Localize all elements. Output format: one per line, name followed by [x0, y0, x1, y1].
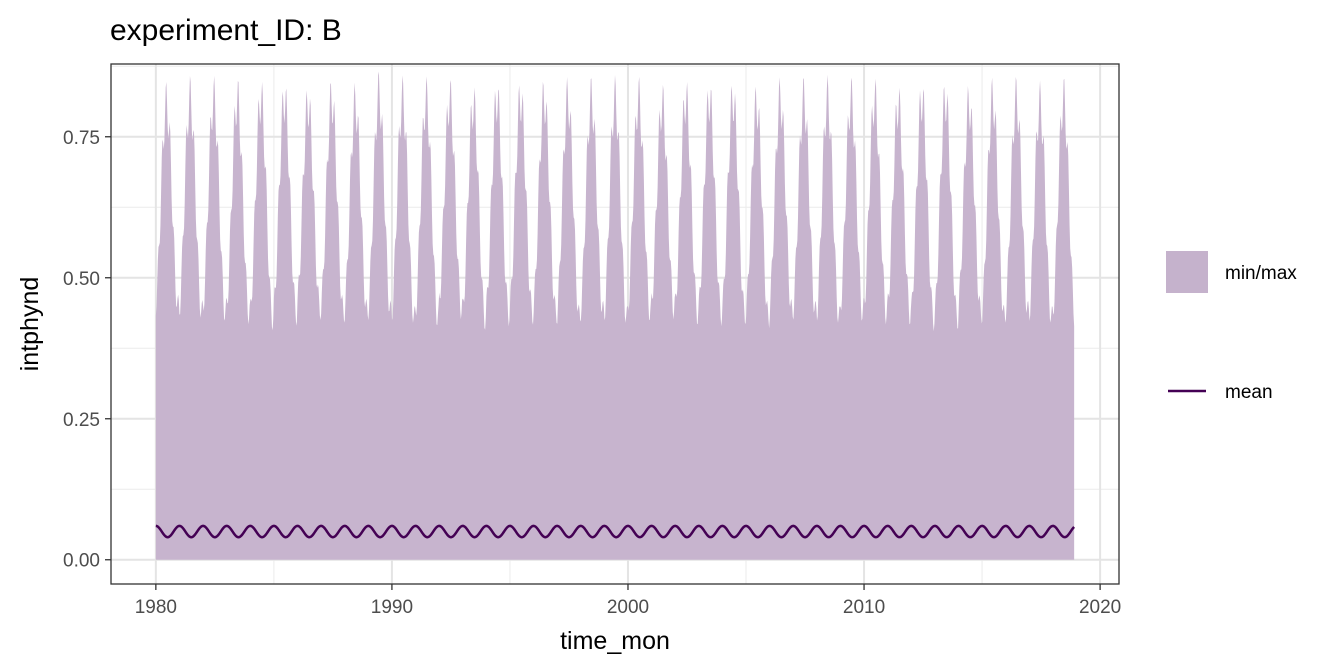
- x-tick-label: 1980: [135, 597, 177, 618]
- y-tick-label: 0.75: [63, 128, 100, 149]
- chart-title: experiment_ID: B: [110, 14, 342, 47]
- x-axis: 1980 1990 2000 2010 2020: [135, 584, 1121, 618]
- y-axis-title: intphynd: [16, 277, 44, 372]
- x-tick-label: 1990: [371, 597, 413, 618]
- x-tick-label: 2000: [607, 597, 649, 618]
- plot-border: [110, 63, 1120, 585]
- legend-key-min-max: [1166, 251, 1208, 293]
- x-axis-title: time_mon: [560, 627, 670, 655]
- min-max-ribbon: [155, 71, 1075, 560]
- mean-line-layer: [155, 524, 1076, 539]
- legend-label-mean: mean: [1225, 382, 1273, 403]
- y-tick-label: 0.00: [63, 551, 100, 572]
- mean-line: [155, 524, 1076, 539]
- y-tick-label: 0.50: [63, 269, 100, 290]
- y-tick-label: 0.25: [63, 410, 100, 431]
- min-max-ribbon-layer: [155, 71, 1075, 560]
- y-axis: 0.00 0.25 0.50 0.75: [63, 128, 111, 572]
- x-tick-label: 2010: [843, 597, 885, 618]
- legend: min/max mean: [1166, 251, 1297, 403]
- legend-label-min-max: min/max: [1225, 263, 1297, 284]
- x-tick-label: 2020: [1079, 597, 1121, 618]
